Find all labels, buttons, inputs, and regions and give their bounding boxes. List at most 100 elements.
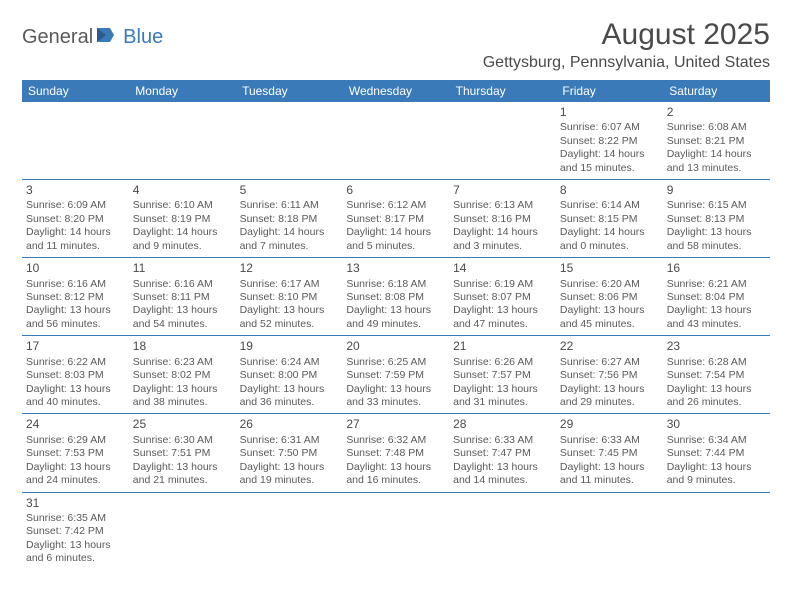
day-number: 17 bbox=[26, 339, 125, 354]
calendar-cell bbox=[556, 492, 663, 570]
calendar-cell: 7Sunrise: 6:13 AMSunset: 8:16 PMDaylight… bbox=[449, 180, 556, 258]
daylight-text: and 6 minutes. bbox=[26, 552, 125, 565]
day-number: 27 bbox=[346, 417, 445, 432]
sunrise-text: Sunrise: 6:33 AM bbox=[560, 434, 659, 447]
daylight-text: and 11 minutes. bbox=[26, 240, 125, 253]
daylight-text: and 0 minutes. bbox=[560, 240, 659, 253]
sunset-text: Sunset: 7:53 PM bbox=[26, 447, 125, 460]
sunset-text: Sunset: 8:13 PM bbox=[667, 213, 766, 226]
daylight-text: and 36 minutes. bbox=[240, 396, 339, 409]
sunrise-text: Sunrise: 6:19 AM bbox=[453, 278, 552, 291]
sunset-text: Sunset: 7:47 PM bbox=[453, 447, 552, 460]
daylight-text: and 54 minutes. bbox=[133, 318, 232, 331]
weekday-header: Thursday bbox=[449, 80, 556, 102]
daylight-text: Daylight: 14 hours bbox=[133, 226, 232, 239]
sunrise-text: Sunrise: 6:16 AM bbox=[26, 278, 125, 291]
sunset-text: Sunset: 8:02 PM bbox=[133, 369, 232, 382]
sunrise-text: Sunrise: 6:14 AM bbox=[560, 199, 659, 212]
calendar-row: 17Sunrise: 6:22 AMSunset: 8:03 PMDayligh… bbox=[22, 336, 770, 414]
daylight-text: Daylight: 14 hours bbox=[667, 148, 766, 161]
daylight-text: Daylight: 13 hours bbox=[560, 304, 659, 317]
calendar-cell: 4Sunrise: 6:10 AMSunset: 8:19 PMDaylight… bbox=[129, 180, 236, 258]
sunset-text: Sunset: 8:21 PM bbox=[667, 135, 766, 148]
sunrise-text: Sunrise: 6:26 AM bbox=[453, 356, 552, 369]
sunset-text: Sunset: 7:48 PM bbox=[346, 447, 445, 460]
day-number: 19 bbox=[240, 339, 339, 354]
calendar-cell: 29Sunrise: 6:33 AMSunset: 7:45 PMDayligh… bbox=[556, 414, 663, 492]
weekday-header: Sunday bbox=[22, 80, 129, 102]
sunrise-text: Sunrise: 6:11 AM bbox=[240, 199, 339, 212]
sunrise-text: Sunrise: 6:27 AM bbox=[560, 356, 659, 369]
calendar-cell bbox=[663, 492, 770, 570]
sunrise-text: Sunrise: 6:20 AM bbox=[560, 278, 659, 291]
daylight-text: Daylight: 13 hours bbox=[560, 461, 659, 474]
sunset-text: Sunset: 7:50 PM bbox=[240, 447, 339, 460]
daylight-text: and 33 minutes. bbox=[346, 396, 445, 409]
sunset-text: Sunset: 7:54 PM bbox=[667, 369, 766, 382]
calendar-cell bbox=[342, 492, 449, 570]
weekday-header: Friday bbox=[556, 80, 663, 102]
weekday-header: Wednesday bbox=[342, 80, 449, 102]
calendar-cell: 23Sunrise: 6:28 AMSunset: 7:54 PMDayligh… bbox=[663, 336, 770, 414]
calendar-cell: 11Sunrise: 6:16 AMSunset: 8:11 PMDayligh… bbox=[129, 258, 236, 336]
daylight-text: Daylight: 14 hours bbox=[560, 226, 659, 239]
sunset-text: Sunset: 8:17 PM bbox=[346, 213, 445, 226]
calendar-row: 31Sunrise: 6:35 AMSunset: 7:42 PMDayligh… bbox=[22, 492, 770, 570]
sunset-text: Sunset: 7:51 PM bbox=[133, 447, 232, 460]
daylight-text: Daylight: 13 hours bbox=[26, 304, 125, 317]
calendar-cell: 25Sunrise: 6:30 AMSunset: 7:51 PMDayligh… bbox=[129, 414, 236, 492]
daylight-text: and 38 minutes. bbox=[133, 396, 232, 409]
sunset-text: Sunset: 8:11 PM bbox=[133, 291, 232, 304]
sunrise-text: Sunrise: 6:07 AM bbox=[560, 121, 659, 134]
daylight-text: Daylight: 14 hours bbox=[26, 226, 125, 239]
sunrise-text: Sunrise: 6:33 AM bbox=[453, 434, 552, 447]
sunrise-text: Sunrise: 6:28 AM bbox=[667, 356, 766, 369]
sunrise-text: Sunrise: 6:35 AM bbox=[26, 512, 125, 525]
daylight-text: Daylight: 13 hours bbox=[240, 304, 339, 317]
daylight-text: and 56 minutes. bbox=[26, 318, 125, 331]
daylight-text: and 40 minutes. bbox=[26, 396, 125, 409]
sunrise-text: Sunrise: 6:18 AM bbox=[346, 278, 445, 291]
daylight-text: and 5 minutes. bbox=[346, 240, 445, 253]
sunrise-text: Sunrise: 6:21 AM bbox=[667, 278, 766, 291]
day-number: 31 bbox=[26, 496, 125, 511]
sunrise-text: Sunrise: 6:23 AM bbox=[133, 356, 232, 369]
daylight-text: Daylight: 13 hours bbox=[667, 461, 766, 474]
calendar-cell: 2Sunrise: 6:08 AMSunset: 8:21 PMDaylight… bbox=[663, 102, 770, 180]
sunset-text: Sunset: 8:19 PM bbox=[133, 213, 232, 226]
calendar-row: 3Sunrise: 6:09 AMSunset: 8:20 PMDaylight… bbox=[22, 180, 770, 258]
calendar-cell bbox=[449, 102, 556, 180]
daylight-text: Daylight: 13 hours bbox=[133, 304, 232, 317]
day-number: 11 bbox=[133, 261, 232, 276]
daylight-text: and 43 minutes. bbox=[667, 318, 766, 331]
sunset-text: Sunset: 8:18 PM bbox=[240, 213, 339, 226]
calendar-cell bbox=[236, 102, 343, 180]
day-number: 29 bbox=[560, 417, 659, 432]
day-number: 25 bbox=[133, 417, 232, 432]
daylight-text: Daylight: 13 hours bbox=[240, 383, 339, 396]
daylight-text: Daylight: 13 hours bbox=[240, 461, 339, 474]
daylight-text: and 13 minutes. bbox=[667, 162, 766, 175]
daylight-text: and 21 minutes. bbox=[133, 474, 232, 487]
flag-icon bbox=[96, 26, 122, 49]
calendar-cell bbox=[449, 492, 556, 570]
day-number: 20 bbox=[346, 339, 445, 354]
day-number: 16 bbox=[667, 261, 766, 276]
calendar-cell: 14Sunrise: 6:19 AMSunset: 8:07 PMDayligh… bbox=[449, 258, 556, 336]
sunset-text: Sunset: 8:00 PM bbox=[240, 369, 339, 382]
weekday-header: Tuesday bbox=[236, 80, 343, 102]
calendar-cell: 9Sunrise: 6:15 AMSunset: 8:13 PMDaylight… bbox=[663, 180, 770, 258]
daylight-text: Daylight: 13 hours bbox=[453, 461, 552, 474]
sunrise-text: Sunrise: 6:31 AM bbox=[240, 434, 339, 447]
daylight-text: Daylight: 13 hours bbox=[133, 461, 232, 474]
sunset-text: Sunset: 8:03 PM bbox=[26, 369, 125, 382]
weekday-header-row: Sunday Monday Tuesday Wednesday Thursday… bbox=[22, 80, 770, 102]
day-number: 18 bbox=[133, 339, 232, 354]
sunrise-text: Sunrise: 6:17 AM bbox=[240, 278, 339, 291]
sunset-text: Sunset: 8:10 PM bbox=[240, 291, 339, 304]
day-number: 13 bbox=[346, 261, 445, 276]
sunset-text: Sunset: 7:57 PM bbox=[453, 369, 552, 382]
sunset-text: Sunset: 8:15 PM bbox=[560, 213, 659, 226]
daylight-text: and 3 minutes. bbox=[453, 240, 552, 253]
sunrise-text: Sunrise: 6:25 AM bbox=[346, 356, 445, 369]
